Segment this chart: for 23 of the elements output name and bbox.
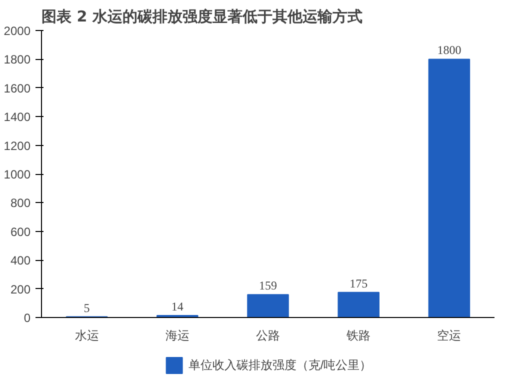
x-tick-label: 公路 [256, 328, 280, 342]
y-tick-label: 1200 [4, 138, 31, 153]
y-tick-label: 800 [10, 196, 31, 210]
legend-label: 单位收入碳排放强度（克/吨公里） [188, 356, 372, 374]
x-tick-label: 空运 [437, 328, 462, 342]
data-label: 14 [171, 299, 184, 314]
y-tick-label: 600 [10, 224, 31, 239]
y-tick-label: 400 [10, 254, 31, 268]
y-tick-label: 2000 [4, 24, 31, 38]
x-tick-label: 水运 [74, 328, 99, 342]
data-label: 1800 [437, 43, 462, 58]
chart-title: 图表 2 水运的碳排放强度显著低于其他运输方式 [42, 8, 362, 26]
y-tick-label: 200 [10, 282, 31, 296]
y-tick-label: 0 [24, 311, 31, 325]
data-label: 175 [350, 276, 368, 290]
data-label: 159 [259, 278, 277, 293]
y-tick-label: 1400 [4, 110, 31, 124]
x-tick-label: 铁路 [346, 328, 371, 342]
y-tick-label: 1000 [4, 168, 31, 182]
y-tick-label: 1800 [4, 52, 31, 67]
x-tick-label: 海运 [165, 328, 190, 342]
y-tick-label: 1600 [4, 81, 31, 96]
data-label: 5 [84, 300, 90, 315]
